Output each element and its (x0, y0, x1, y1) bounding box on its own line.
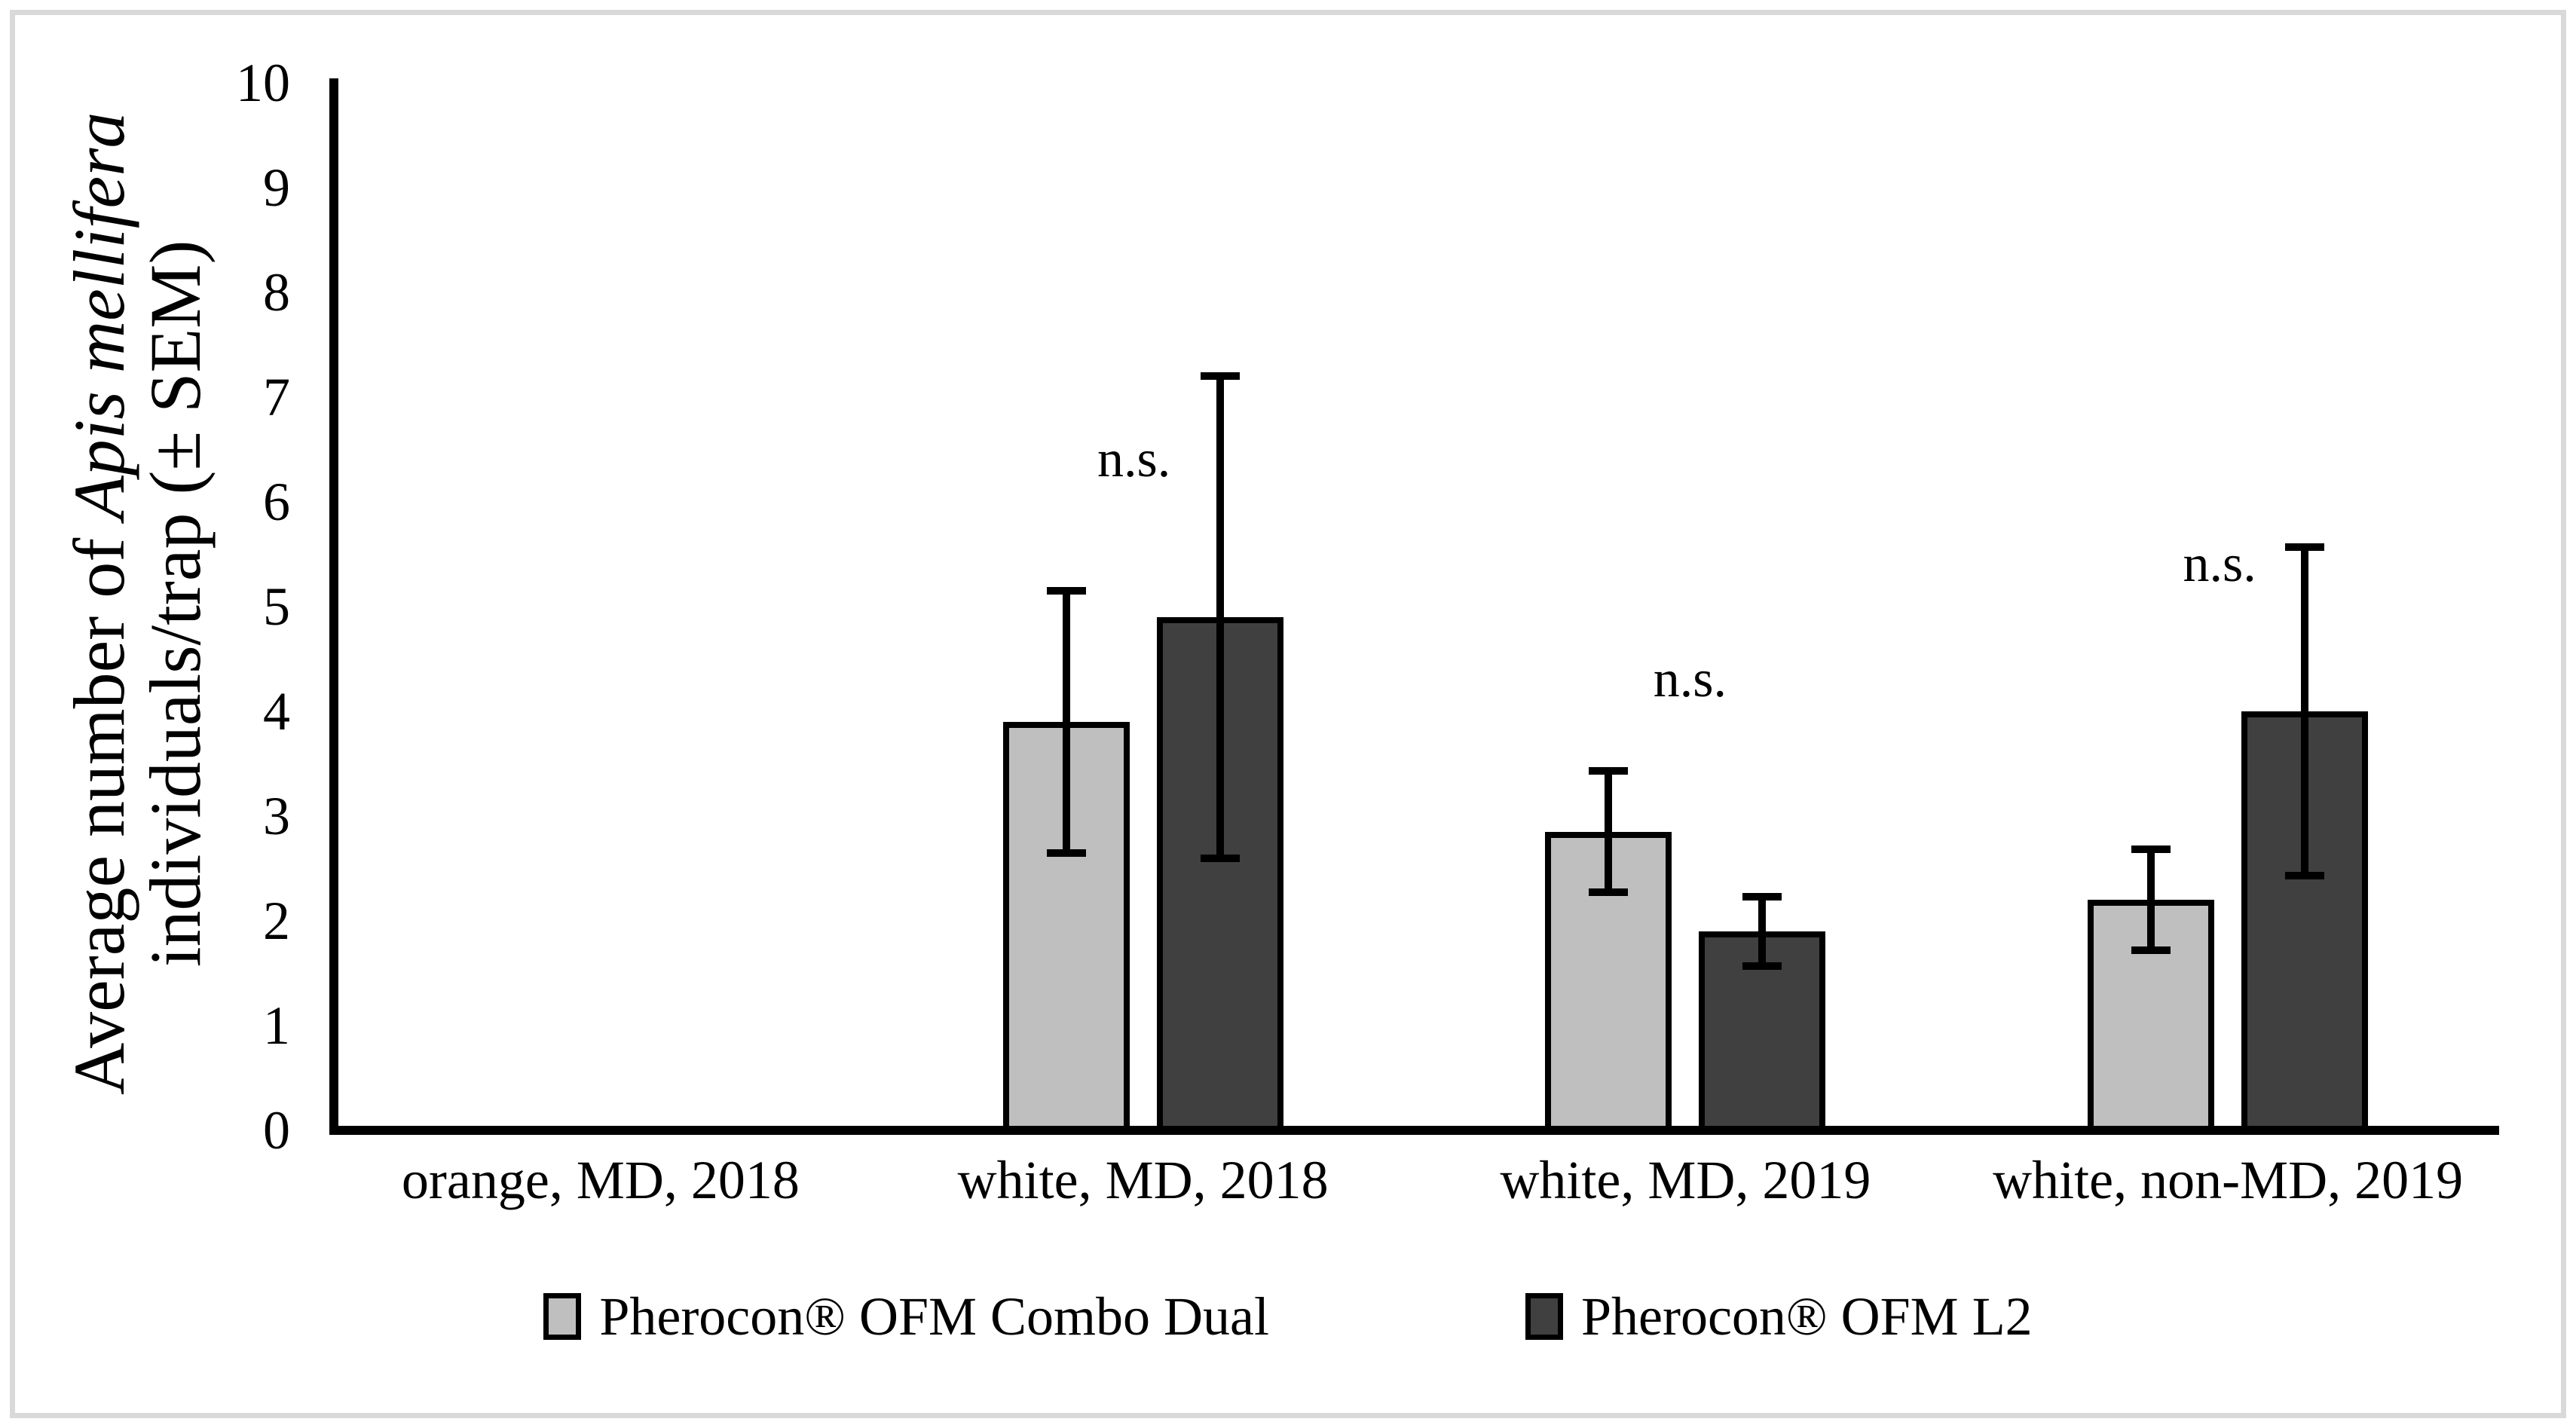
error-bar-line-series1-cat1 (1216, 376, 1224, 858)
category-label-3: white, non-MD, 2019 (1993, 1150, 2464, 1210)
legend-label-l2: Pherocon® OFM L2 (1581, 1286, 2033, 1347)
legend-item-combo-dual: Pherocon® OFM Combo Dual (543, 1283, 1269, 1350)
legend-swatch-combo-dual (543, 1293, 582, 1340)
error-bar-cap-top-series1-cat3 (2285, 543, 2325, 551)
ns-annotation-0: n.s. (1097, 430, 1171, 489)
error-bar-cap-bottom-series1-cat1 (1200, 854, 1240, 862)
legend-item-l2: Pherocon® OFM L2 (1525, 1283, 2033, 1350)
y-tick-label-3: 3 (263, 786, 290, 846)
y-tick-label-2: 2 (263, 891, 290, 951)
error-bar-cap-bottom-series0-cat2 (1589, 888, 1629, 897)
category-label-0: orange, MD, 2018 (401, 1150, 800, 1210)
y-tick-label-8: 8 (263, 262, 290, 323)
error-bar-cap-bottom-series1-cat2 (1742, 962, 1782, 970)
y-axis-line (329, 78, 338, 1135)
y-tick-label-9: 9 (263, 157, 290, 218)
error-bar-line-series1-cat3 (2301, 546, 2309, 876)
legend-label-combo-dual: Pherocon® OFM Combo Dual (599, 1286, 1269, 1347)
error-bar-cap-bottom-series0-cat1 (1046, 849, 1086, 857)
x-axis-line (329, 1126, 2499, 1135)
error-bar-cap-top-series0-cat2 (1589, 767, 1629, 775)
y-tick-label-1: 1 (263, 995, 290, 1056)
error-bar-line-series0-cat3 (2147, 849, 2155, 950)
y-tick-label-0: 0 (263, 1100, 290, 1160)
ns-annotation-1: n.s. (1653, 650, 1727, 709)
error-bar-cap-top-series0-cat3 (2131, 845, 2171, 854)
figure-border (10, 10, 2566, 1418)
y-tick-label-10: 10 (236, 53, 290, 113)
legend-swatch-l2 (1525, 1293, 1563, 1340)
error-bar-cap-bottom-series0-cat3 (2131, 946, 2171, 954)
category-label-2: white, MD, 2019 (1500, 1150, 1871, 1210)
error-bar-cap-top-series1-cat2 (1742, 893, 1782, 901)
category-label-1: white, MD, 2018 (957, 1150, 1329, 1210)
error-bar-cap-top-series0-cat1 (1046, 587, 1086, 595)
y-tick-label-6: 6 (263, 472, 290, 532)
legend: Pherocon® OFM Combo Dual Pherocon® OFM L… (0, 1283, 2576, 1350)
error-bar-line-series0-cat2 (1605, 771, 1613, 893)
error-bar-line-series1-cat2 (1758, 897, 1767, 966)
y-tick-label-5: 5 (263, 576, 290, 637)
error-bar-cap-top-series1-cat1 (1200, 372, 1240, 381)
error-bar-line-series0-cat1 (1062, 591, 1070, 853)
error-bar-cap-bottom-series1-cat3 (2285, 872, 2325, 880)
ns-annotation-2: n.s. (2183, 535, 2256, 594)
y-tick-label-4: 4 (263, 681, 290, 742)
y-tick-label-7: 7 (263, 367, 290, 427)
